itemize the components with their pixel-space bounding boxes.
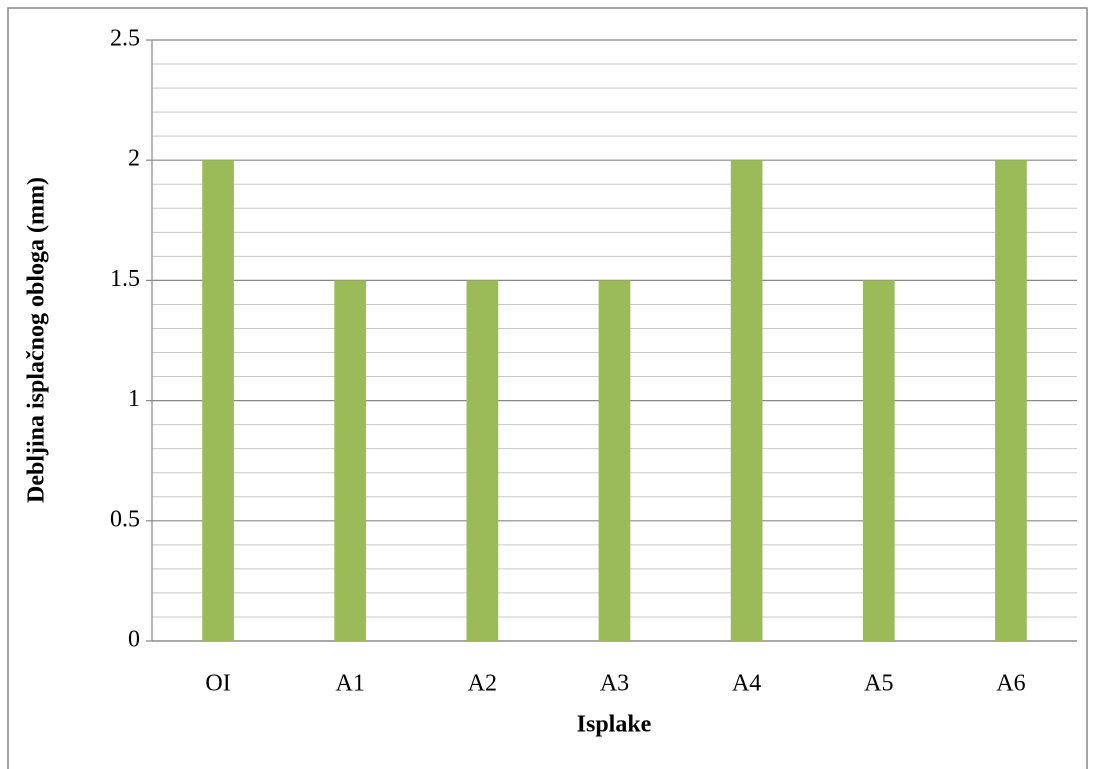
bar (334, 280, 367, 641)
y-tick-label: 0.5 (110, 506, 140, 532)
x-tick-label: A1 (336, 671, 365, 697)
y-tick-label: 2 (128, 146, 140, 172)
grid (146, 39, 1077, 642)
bar (862, 280, 895, 641)
y-tick-label: 0 (128, 627, 140, 653)
bar (466, 280, 499, 641)
marks (202, 160, 1027, 641)
y-axis-title: Debljina isplačnog obloga (mm) (24, 177, 50, 503)
x-tick-label: A6 (996, 671, 1025, 697)
x-tick-label: A4 (732, 671, 761, 697)
x-tick-label: A3 (600, 671, 629, 697)
y-tick-label: 1 (128, 386, 140, 412)
chart-frame (7, 7, 1088, 769)
bar (598, 280, 631, 641)
bar (202, 160, 234, 641)
x-axis-title: Isplake (577, 712, 652, 738)
bar (995, 160, 1027, 641)
x-tick-label: A5 (864, 671, 893, 697)
x-tick-label: A2 (468, 671, 497, 697)
bar (730, 160, 763, 641)
y-tick-label: 1.5 (110, 266, 140, 292)
x-tick-label: OI (205, 671, 230, 697)
y-tick-label: 2.5 (110, 26, 140, 52)
